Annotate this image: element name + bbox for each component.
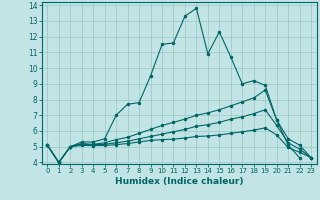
X-axis label: Humidex (Indice chaleur): Humidex (Indice chaleur) bbox=[115, 177, 244, 186]
